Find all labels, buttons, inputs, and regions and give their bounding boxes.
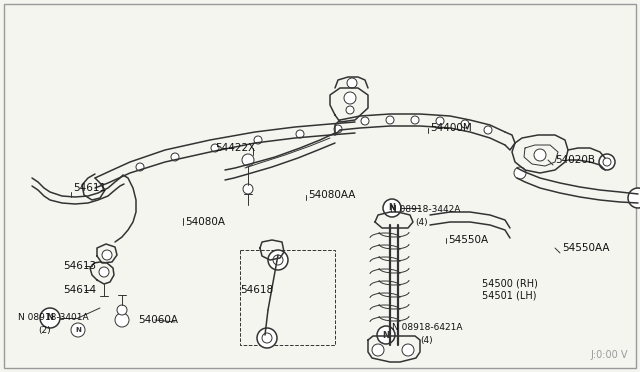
Text: 54550AA: 54550AA [562, 243, 609, 253]
Circle shape [102, 250, 112, 260]
Circle shape [40, 308, 60, 328]
Circle shape [411, 116, 419, 124]
Text: N: N [388, 203, 396, 212]
Text: 54611: 54611 [73, 183, 106, 193]
Text: N 08918-6421A: N 08918-6421A [392, 324, 463, 333]
Circle shape [115, 313, 129, 327]
Text: N 08918-3442A: N 08918-3442A [390, 205, 460, 215]
Circle shape [344, 92, 356, 104]
Circle shape [296, 130, 304, 138]
Bar [240, 250, 335, 345]
Circle shape [386, 116, 394, 124]
Circle shape [383, 199, 401, 217]
Circle shape [171, 153, 179, 161]
Circle shape [136, 163, 144, 171]
Circle shape [242, 154, 254, 166]
Text: 54400M: 54400M [430, 123, 472, 133]
Circle shape [243, 184, 253, 194]
Circle shape [436, 117, 444, 125]
Circle shape [257, 328, 277, 348]
Circle shape [484, 126, 492, 134]
Circle shape [262, 333, 272, 343]
Text: 54501 (LH): 54501 (LH) [482, 291, 536, 301]
Text: N: N [75, 327, 81, 333]
Text: 54080A: 54080A [185, 217, 225, 227]
Circle shape [377, 326, 395, 344]
Text: J:0:00 V: J:0:00 V [591, 350, 628, 360]
Circle shape [268, 250, 288, 270]
Text: 54020B: 54020B [555, 155, 595, 165]
Text: (4): (4) [420, 336, 433, 344]
Circle shape [71, 323, 85, 337]
Circle shape [273, 255, 283, 265]
Text: 54613: 54613 [63, 261, 96, 271]
Circle shape [254, 136, 262, 144]
Circle shape [361, 117, 369, 125]
Circle shape [211, 144, 219, 152]
Text: 54550A: 54550A [448, 235, 488, 245]
Circle shape [628, 188, 640, 208]
Circle shape [534, 149, 546, 161]
Circle shape [603, 158, 611, 166]
Text: (4): (4) [415, 218, 428, 227]
Text: 54060A: 54060A [138, 315, 178, 325]
Circle shape [514, 167, 526, 179]
Circle shape [599, 154, 615, 170]
Text: N 08918-3401A: N 08918-3401A [18, 314, 88, 323]
Circle shape [117, 305, 127, 315]
Circle shape [99, 267, 109, 277]
Text: 54080AA: 54080AA [308, 190, 355, 200]
Circle shape [346, 106, 354, 114]
Text: 54500 (RH): 54500 (RH) [482, 279, 538, 289]
Text: N: N [47, 314, 54, 323]
Circle shape [347, 78, 357, 88]
Text: (2): (2) [38, 326, 51, 334]
Circle shape [402, 344, 414, 356]
Text: 54614: 54614 [63, 285, 96, 295]
Circle shape [372, 344, 384, 356]
Text: 54618: 54618 [240, 285, 273, 295]
Circle shape [334, 125, 342, 133]
Text: 54422X: 54422X [215, 143, 255, 153]
Circle shape [461, 120, 469, 128]
Text: N: N [383, 330, 390, 340]
